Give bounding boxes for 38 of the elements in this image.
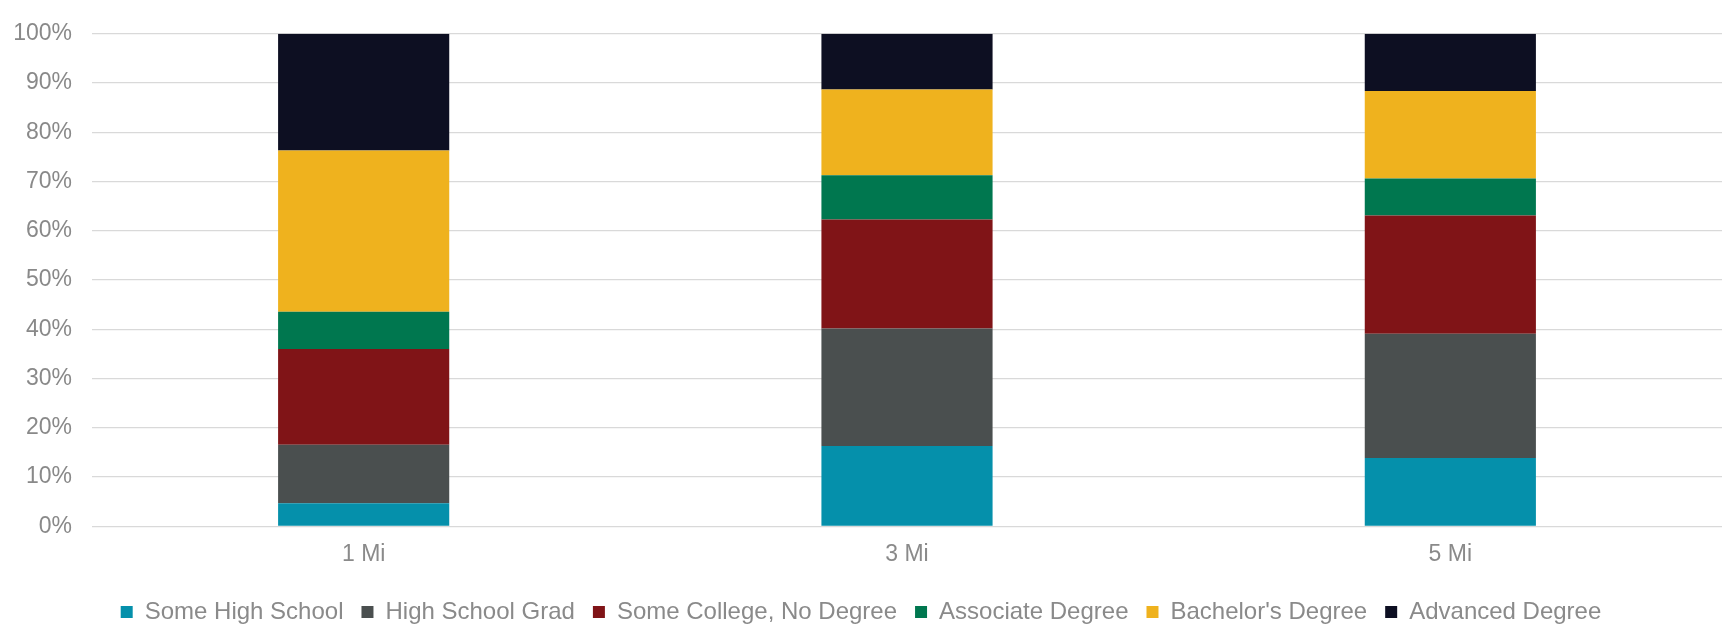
- x-tick-label: 3 Mi: [885, 539, 929, 566]
- bar: [278, 503, 450, 526]
- bar: [821, 446, 993, 526]
- bar: [1364, 333, 1536, 458]
- bar: [821, 33, 993, 90]
- y-tick-label: 60%: [25, 216, 72, 243]
- y-tick-label: 10%: [25, 462, 72, 489]
- x-tick-label: 5 Mi: [1428, 539, 1473, 566]
- bar: [821, 219, 993, 329]
- bar: [1364, 178, 1536, 216]
- bar: [821, 175, 993, 220]
- bar: [1364, 457, 1536, 526]
- y-tick-label: 90%: [25, 68, 72, 95]
- legend-label: High School Grad: [385, 596, 575, 624]
- legend-label: Advanced Degree: [1409, 596, 1602, 624]
- legend-label: Associate Degree: [939, 596, 1129, 624]
- legend-label: Some High School: [144, 596, 344, 624]
- bar: [821, 328, 993, 447]
- bar: [278, 349, 450, 445]
- x-tick-label: 1 Mi: [341, 539, 386, 566]
- y-tick-label: 100%: [13, 19, 72, 46]
- y-tick-label: 80%: [25, 117, 72, 144]
- y-tick-label: 40%: [25, 314, 72, 341]
- y-tick-label: 20%: [25, 413, 72, 440]
- bar: [278, 150, 450, 312]
- y-tick-label: 70%: [25, 166, 72, 193]
- bar: [278, 444, 450, 504]
- y-tick-label: 0%: [38, 511, 72, 538]
- y-tick-label: 50%: [25, 265, 72, 292]
- legend-label: Bachelor's Degree: [1170, 596, 1368, 624]
- bar: [1364, 33, 1536, 91]
- y-tick-label: 30%: [25, 363, 72, 390]
- bar: [278, 33, 450, 151]
- legend-label: Some College, No Degree: [616, 596, 898, 624]
- bar: [278, 311, 450, 350]
- bar: [1364, 90, 1536, 179]
- bar: [821, 89, 993, 176]
- bar: [1364, 215, 1536, 334]
